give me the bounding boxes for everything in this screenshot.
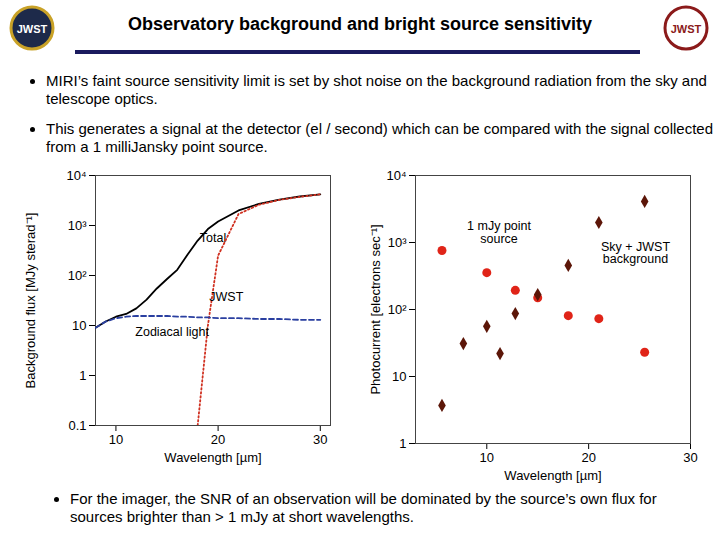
svg-text:20: 20 xyxy=(581,450,595,465)
svg-text:10: 10 xyxy=(392,369,406,384)
html-text:MIRI’s faint source sensitivit: MIRI’s faint source sensitivity limit is… xyxy=(46,72,707,107)
svg-text:30: 30 xyxy=(683,450,697,465)
svg-text:JWST: JWST xyxy=(671,23,702,35)
svg-text:Wavelength [µm]: Wavelength [µm] xyxy=(164,450,261,465)
svg-text:10⁴: 10⁴ xyxy=(66,168,86,183)
svg-text:1 mJy pointsource: 1 mJy pointsource xyxy=(467,219,531,246)
svg-text:10: 10 xyxy=(72,318,86,333)
svg-text:10²: 10² xyxy=(68,268,87,283)
svg-text:Zodiacal light: Zodiacal light xyxy=(135,325,209,339)
svg-text:Photocurrent [electrons sec⁻¹]: Photocurrent [electrons sec⁻¹] xyxy=(368,224,383,394)
html-text:Observatory background and bri: Observatory background and bright source… xyxy=(127,14,593,34)
html-text:This generates a signal at the: This generates a signal at the detector … xyxy=(46,120,713,155)
svg-text:JWST: JWST xyxy=(209,290,243,304)
svg-text:10³: 10³ xyxy=(388,235,407,250)
svg-text:JWST: JWST xyxy=(17,23,48,35)
svg-text:Background flux [MJy sterad⁻¹]: Background flux [MJy sterad⁻¹] xyxy=(23,213,38,389)
svg-text:1: 1 xyxy=(79,368,86,383)
svg-text:20: 20 xyxy=(211,432,225,447)
svg-text:10²: 10² xyxy=(388,302,407,317)
svg-text:10: 10 xyxy=(109,432,123,447)
svg-text:30: 30 xyxy=(313,432,327,447)
svg-text:10: 10 xyxy=(480,450,494,465)
svg-text:10⁴: 10⁴ xyxy=(386,168,406,183)
html-text:For the imager, the SNR of an: For the imager, the SNR of an observatio… xyxy=(70,490,657,525)
svg-text:Sky + JWSTbackground: Sky + JWSTbackground xyxy=(601,240,670,266)
svg-text:0.1: 0.1 xyxy=(68,418,86,433)
svg-text:1: 1 xyxy=(399,436,406,451)
svg-text:10³: 10³ xyxy=(68,218,87,233)
svg-text:Total: Total xyxy=(200,231,226,245)
svg-text:Wavelength [µm]: Wavelength [µm] xyxy=(504,468,601,483)
